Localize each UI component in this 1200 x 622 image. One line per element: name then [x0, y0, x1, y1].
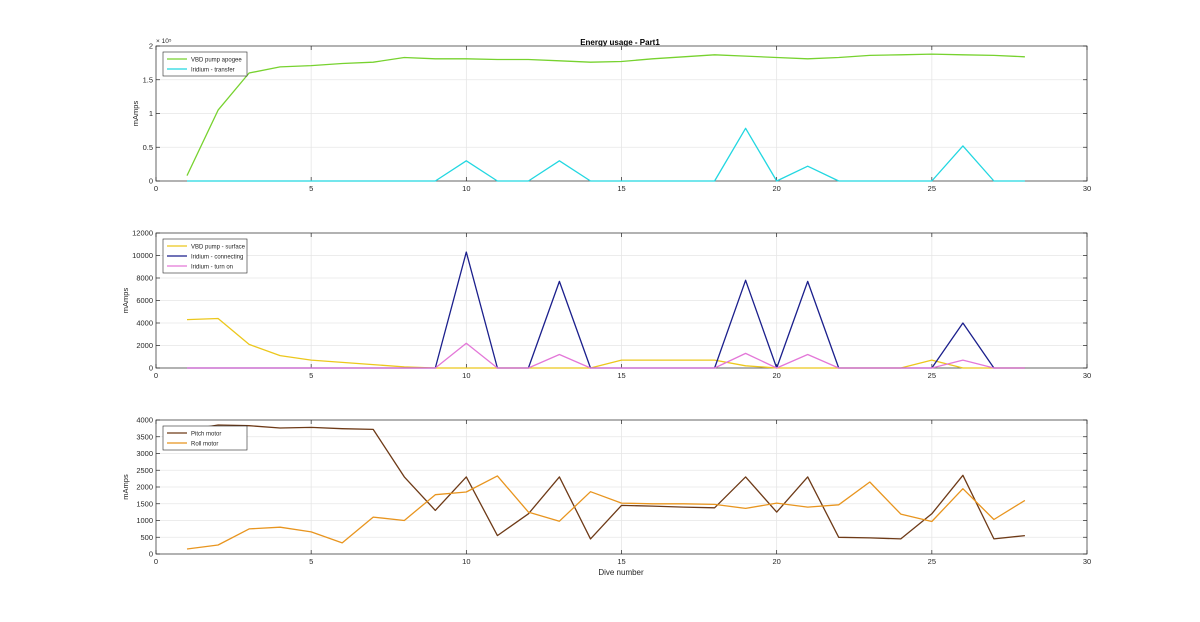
y-exponent-label: × 10⁵	[156, 38, 172, 45]
y-tick-label: 1500	[136, 499, 153, 508]
y-tick-label: 1.5	[143, 75, 153, 84]
y-tick-label: 4000	[136, 416, 153, 425]
series-line-pitch-motor	[186, 424, 1025, 540]
series-line-roll-motor	[186, 475, 1026, 550]
legend-entry: Roll motor	[191, 441, 218, 447]
y-tick-label: 1	[149, 109, 153, 118]
legend: Pitch motor Roll motor	[162, 425, 248, 451]
x-tick-label: 30	[1083, 184, 1091, 193]
legend-entry: VBD pump apogee	[191, 57, 242, 63]
x-tick-label: 0	[154, 557, 158, 566]
figure-title: Energy usage - Part1	[580, 38, 660, 47]
y-tick-label: 6000	[136, 296, 153, 305]
legend-entry: Iridium - connecting	[191, 254, 243, 260]
series-line-vbd-pump-apogee	[186, 53, 1025, 176]
series-line-iridium-transfer	[187, 127, 1025, 182]
y-tick-label: 4000	[136, 319, 153, 328]
x-tick-label: 10	[462, 557, 470, 566]
y-tick-label: 2000	[136, 483, 153, 492]
x-tick-label: 20	[772, 557, 780, 566]
y-tick-label: 1000	[136, 516, 153, 525]
x-tick-label: 0	[154, 371, 158, 380]
x-tick-label: 5	[309, 557, 313, 566]
y-tick-label: 0	[149, 364, 153, 373]
y-tick-label: 2000	[136, 341, 153, 350]
legend: VBD pump - surface Iridium - connecting Ir…	[162, 238, 248, 274]
panel-3: 0 5 10 15 20 25 30 0 500 1000 1500 2000 2500 3000 3500…	[121, 416, 1091, 567]
x-tick-label: 30	[1083, 557, 1091, 566]
series-line-vbd-pump-surface	[186, 317, 1025, 369]
x-tick-label: 15	[617, 371, 625, 380]
y-tick-label: 8000	[136, 274, 153, 283]
y-tick-label: 2500	[136, 466, 153, 475]
x-tick-label: 10	[462, 184, 470, 193]
x-tick-label: 10	[462, 371, 470, 380]
legend-entry: VBD pump - surface	[191, 244, 246, 250]
x-tick-label: 15	[617, 557, 625, 566]
series-line-iridium-connecting	[187, 251, 1025, 369]
y-tick-label: 0.5	[143, 143, 153, 152]
legend-box	[162, 425, 248, 451]
series-line-iridium-turn-on	[187, 342, 1025, 369]
y-tick-label: 2	[149, 42, 153, 51]
x-tick-label: 0	[154, 184, 158, 193]
y-axis-label: mAmps	[131, 101, 140, 127]
panel-1: 0 5 10 15 20 25 30 0 0.5 1 1.5 2 × 10⁵ mAmps VBD pump …	[131, 38, 1091, 193]
y-tick-label: 12000	[132, 229, 153, 238]
x-tick-label: 15	[617, 184, 625, 193]
y-tick-label: 0	[149, 177, 153, 186]
x-tick-label: 25	[928, 184, 936, 193]
x-tick-label: 5	[309, 371, 313, 380]
y-axis-label: mAmps	[121, 474, 130, 500]
legend: VBD pump apogee Iridium - transfer	[162, 51, 248, 77]
legend-entry: Pitch motor	[191, 431, 221, 437]
y-tick-label: 500	[140, 533, 153, 542]
y-tick-label: 3000	[136, 449, 153, 458]
legend-box	[162, 51, 248, 77]
x-tick-label: 25	[928, 557, 936, 566]
y-tick-label: 3500	[136, 432, 153, 441]
y-axis-label: mAmps	[121, 288, 130, 314]
y-tick-label: 10000	[132, 251, 153, 260]
panel-2: 0 5 10 15 20 25 30 0 2000 4000 6000 8000 10000 12000 m…	[121, 229, 1091, 381]
x-tick-label: 20	[772, 371, 780, 380]
x-tick-label: 25	[928, 371, 936, 380]
x-tick-label: 5	[309, 184, 313, 193]
legend-entry: Iridium - turn on	[191, 264, 233, 270]
x-axis-label: Dive number	[598, 568, 644, 577]
y-tick-label: 0	[149, 550, 153, 559]
x-tick-label: 30	[1083, 371, 1091, 380]
legend-entry: Iridium - transfer	[191, 67, 235, 73]
x-tick-label: 20	[772, 184, 780, 193]
